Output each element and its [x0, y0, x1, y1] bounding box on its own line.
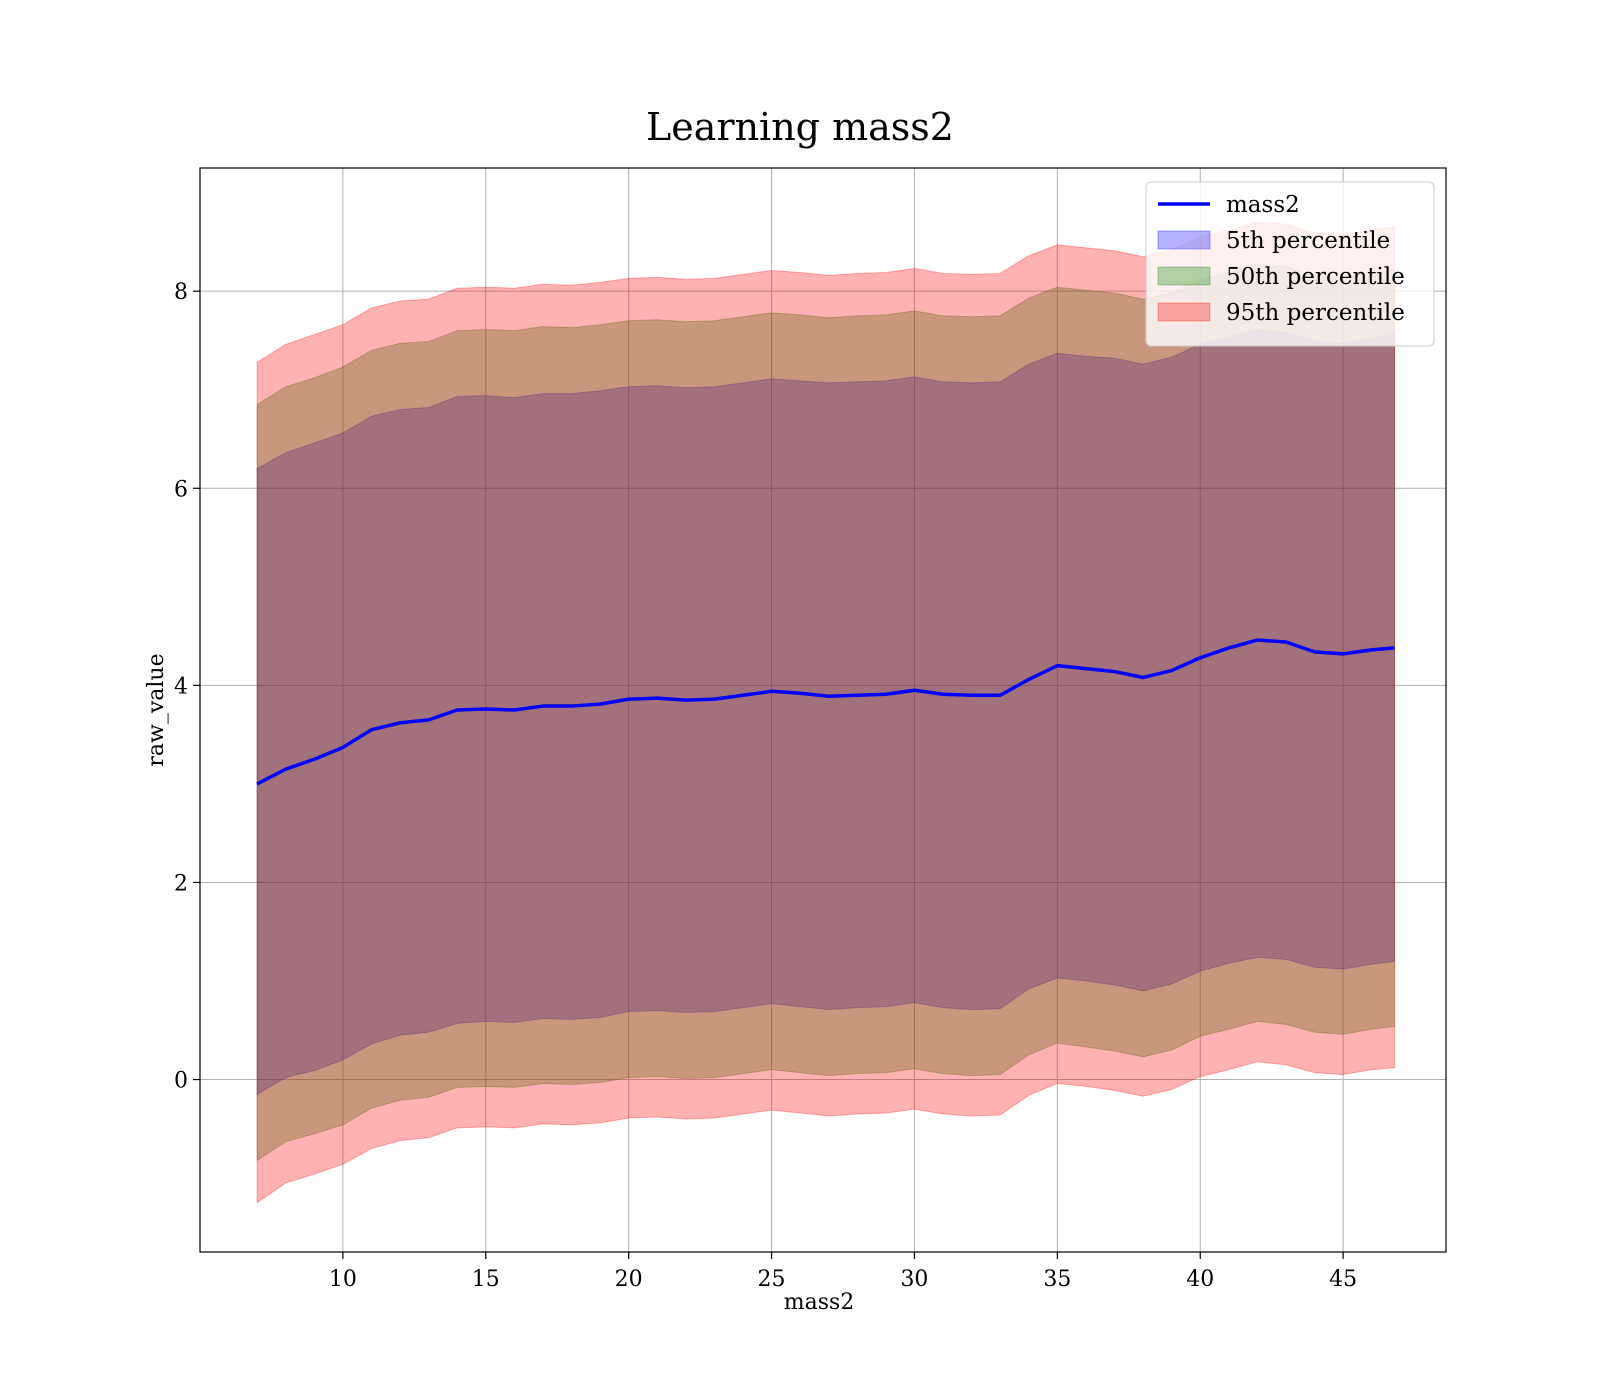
percentile-bands — [256, 221, 1396, 1204]
x-tick-label: 20 — [615, 1267, 643, 1292]
x-tick-label: 35 — [1043, 1267, 1071, 1292]
legend-50th-percentile-swatch — [1157, 266, 1211, 286]
series-line-mass2 — [256, 638, 1395, 786]
band-95th-percentile — [256, 221, 1396, 1204]
legend-95th-percentile-label: 95th percentile — [1226, 300, 1405, 326]
x-tick-label: 25 — [758, 1267, 786, 1292]
legend-5th-percentile-label: 5th percentile — [1226, 228, 1390, 254]
chart-title: Learning mass2 — [646, 105, 954, 149]
series-lines — [256, 638, 1395, 786]
y-tick-label: 8 — [174, 280, 188, 305]
y-tick-label: 6 — [174, 477, 188, 502]
band-50th-percentile — [256, 264, 1396, 1162]
legend-mass2-label: mass2 — [1226, 192, 1300, 218]
y-tick-label: 0 — [174, 1069, 188, 1094]
legend-box — [1145, 181, 1435, 347]
x-tick-label: 40 — [1186, 1267, 1214, 1292]
y-tick-label: 2 — [174, 871, 188, 896]
legend: mass2 5th percentile 50th percentile 95th p… — [1145, 181, 1435, 347]
legend-5th-percentile-swatch — [1157, 230, 1211, 250]
x-tick-label: 45 — [1329, 1267, 1357, 1292]
x-axis-label: mass2 — [784, 1290, 855, 1315]
y-tick-label: 4 — [174, 674, 188, 699]
x-tick-label: 30 — [900, 1267, 928, 1292]
x-tick-label: 10 — [329, 1267, 357, 1292]
plot-frame — [199, 167, 1447, 1253]
x-axis: 10 15 20 25 30 35 40 45 — [329, 1252, 1357, 1292]
y-axis: 0 2 4 6 8 — [174, 280, 200, 1094]
y-axis-label: raw_value — [144, 653, 169, 766]
legend-95th-percentile-swatch — [1157, 302, 1211, 322]
x-tick-label: 15 — [472, 1267, 500, 1292]
band-5th-percentile — [256, 329, 1396, 1096]
legend-50th-percentile-label: 50th percentile — [1226, 264, 1405, 290]
